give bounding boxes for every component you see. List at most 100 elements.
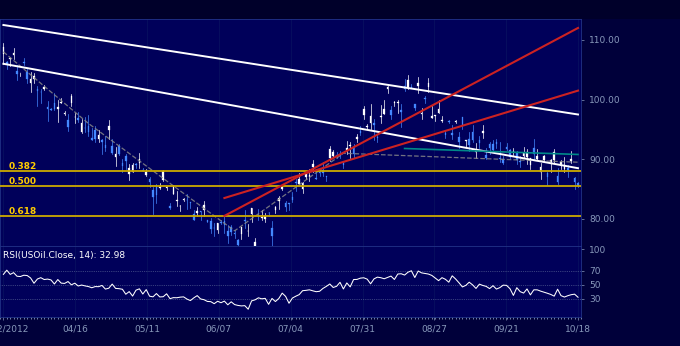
Bar bbox=[299, 179, 300, 184]
Bar bbox=[261, 217, 262, 218]
Bar bbox=[336, 155, 337, 156]
Bar bbox=[132, 165, 133, 172]
Bar bbox=[244, 220, 245, 221]
Bar bbox=[251, 208, 252, 214]
Bar bbox=[404, 86, 405, 89]
Bar bbox=[142, 170, 143, 171]
Bar bbox=[163, 171, 164, 180]
Bar bbox=[112, 146, 113, 153]
Bar bbox=[122, 163, 123, 166]
Bar bbox=[50, 109, 52, 110]
Bar bbox=[237, 240, 239, 245]
Bar bbox=[275, 207, 276, 210]
Bar bbox=[254, 242, 256, 248]
Bar bbox=[550, 160, 551, 162]
Bar bbox=[571, 159, 572, 161]
Bar bbox=[169, 206, 171, 208]
Bar bbox=[339, 154, 341, 156]
Bar bbox=[370, 116, 371, 124]
Text: 0.500: 0.500 bbox=[8, 177, 37, 186]
Bar bbox=[547, 173, 548, 177]
Text: RSI(USOil.Close, 14): 32.98: RSI(USOil.Close, 14): 32.98 bbox=[3, 252, 125, 261]
Bar bbox=[458, 137, 460, 142]
Bar bbox=[428, 83, 429, 86]
Bar bbox=[105, 145, 106, 148]
Bar bbox=[401, 110, 402, 112]
Bar bbox=[118, 146, 120, 154]
Bar bbox=[513, 151, 514, 152]
Bar bbox=[523, 153, 524, 156]
Bar bbox=[166, 187, 167, 188]
Bar bbox=[115, 154, 116, 156]
Bar bbox=[200, 211, 201, 212]
Bar bbox=[193, 213, 194, 220]
Bar bbox=[47, 107, 48, 109]
Bar bbox=[421, 113, 422, 114]
Bar bbox=[176, 200, 177, 201]
Bar bbox=[384, 109, 385, 113]
Bar bbox=[220, 222, 222, 224]
Bar bbox=[309, 175, 310, 177]
Bar bbox=[27, 72, 28, 79]
Bar bbox=[462, 117, 463, 125]
Text: 0.618: 0.618 bbox=[8, 207, 37, 216]
Bar bbox=[414, 104, 415, 108]
Bar bbox=[486, 155, 487, 157]
Bar bbox=[210, 221, 211, 229]
Bar bbox=[203, 205, 205, 210]
Bar bbox=[564, 165, 565, 169]
Bar bbox=[305, 174, 307, 177]
Bar bbox=[37, 89, 38, 91]
Bar bbox=[492, 144, 494, 149]
Bar bbox=[333, 152, 334, 156]
Bar bbox=[452, 133, 453, 135]
Bar bbox=[560, 162, 562, 164]
Bar bbox=[278, 198, 279, 201]
Bar bbox=[533, 148, 534, 154]
Bar bbox=[377, 137, 378, 138]
Bar bbox=[98, 135, 99, 139]
Bar bbox=[108, 126, 109, 130]
Bar bbox=[516, 153, 517, 160]
Bar bbox=[190, 202, 191, 203]
Bar bbox=[411, 86, 412, 88]
Bar bbox=[129, 168, 130, 174]
Bar bbox=[101, 140, 103, 142]
Bar bbox=[435, 115, 436, 116]
Bar bbox=[258, 215, 259, 216]
Bar bbox=[489, 144, 490, 148]
Bar bbox=[526, 152, 528, 156]
Bar bbox=[424, 98, 426, 99]
Bar bbox=[469, 139, 470, 145]
Bar bbox=[557, 176, 558, 182]
Bar bbox=[353, 147, 354, 154]
Bar bbox=[44, 87, 45, 89]
Bar bbox=[448, 121, 449, 122]
Bar bbox=[543, 156, 545, 160]
Bar bbox=[91, 138, 92, 139]
Bar bbox=[152, 190, 154, 197]
Bar bbox=[496, 142, 497, 144]
Bar bbox=[319, 172, 320, 173]
Bar bbox=[282, 187, 283, 189]
Bar bbox=[499, 157, 500, 159]
Bar bbox=[356, 137, 358, 139]
Bar bbox=[224, 221, 225, 225]
Bar bbox=[390, 110, 392, 115]
Bar bbox=[506, 147, 507, 149]
Bar bbox=[149, 179, 150, 182]
Bar bbox=[71, 95, 72, 102]
Bar bbox=[350, 145, 351, 146]
Bar bbox=[431, 116, 432, 118]
Bar bbox=[285, 203, 286, 207]
Bar bbox=[577, 183, 579, 186]
Bar bbox=[288, 203, 290, 204]
Bar bbox=[346, 148, 347, 150]
Bar bbox=[574, 177, 575, 182]
Bar bbox=[363, 109, 364, 115]
Bar bbox=[343, 162, 344, 165]
Bar bbox=[567, 167, 568, 171]
Bar bbox=[407, 80, 409, 87]
Bar bbox=[139, 160, 140, 163]
Bar bbox=[360, 131, 361, 133]
